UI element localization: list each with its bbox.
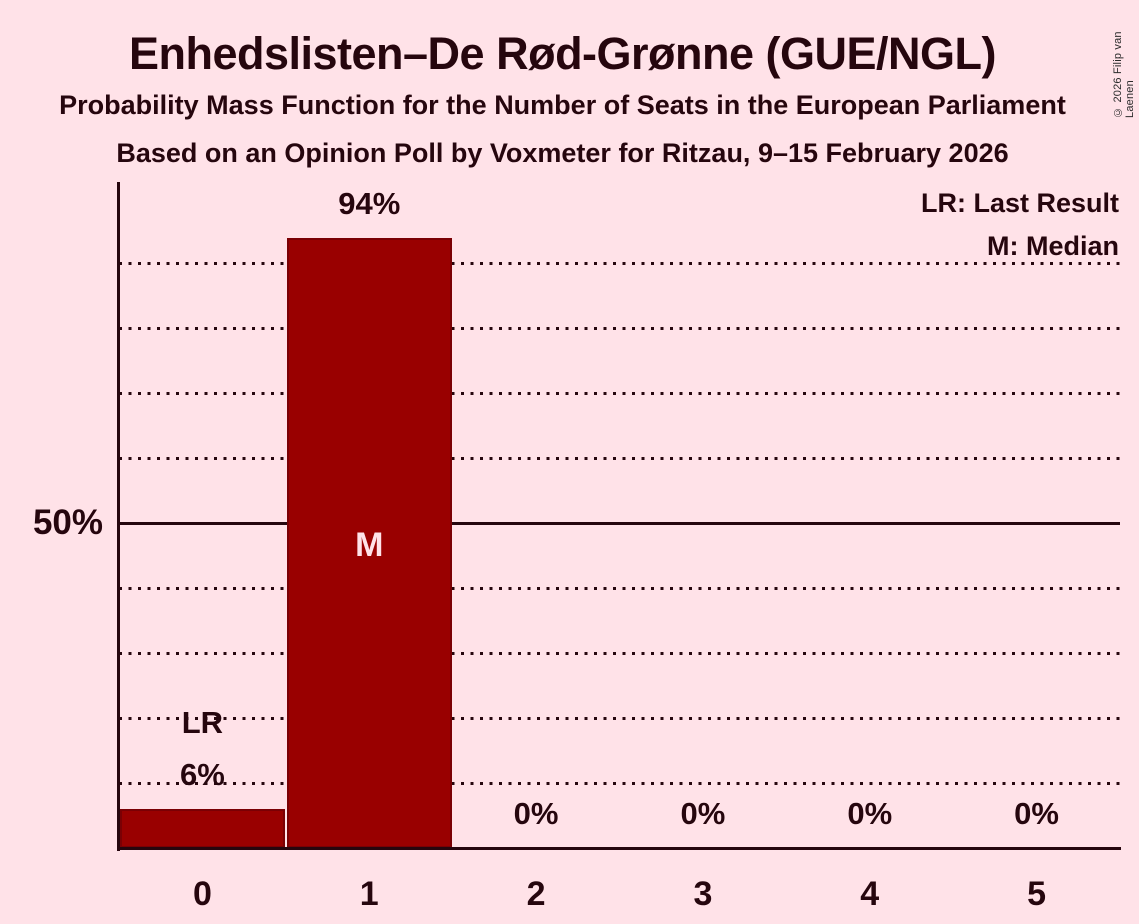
- gridline-10pct: [119, 781, 1120, 785]
- bar-value-label: 94%: [338, 185, 401, 221]
- x-tick-label-0: 0: [192, 875, 212, 913]
- bar-seats-1: [286, 237, 452, 848]
- gridline-30pct: [119, 651, 1120, 655]
- y-axis-50-label: 50%: [32, 503, 103, 542]
- bar-value-label: 0%: [513, 796, 559, 831]
- bar-value-label: 0%: [847, 796, 893, 831]
- gridline-90pct: [119, 262, 1120, 266]
- legend-last-result: LR: Last Result: [920, 188, 1119, 218]
- x-tick-label-5: 5: [1027, 875, 1047, 913]
- last-result-marker: LR: [181, 705, 224, 741]
- chart-subtitle: Probability Mass Function for the Number…: [59, 90, 1066, 120]
- gridline-40pct: [119, 586, 1120, 590]
- gridline-20pct: [119, 716, 1120, 720]
- bar-value-label: 6%: [180, 757, 225, 793]
- median-marker: M: [355, 526, 384, 564]
- x-tick-label-2: 2: [526, 875, 546, 913]
- chart-source-line: Based on an Opinion Poll by Voxmeter for…: [116, 138, 1009, 168]
- bar-value-label: 0%: [680, 796, 726, 831]
- gridline-60pct: [119, 457, 1120, 461]
- x-tick-label-3: 3: [693, 875, 713, 913]
- y-axis-line: [117, 182, 120, 851]
- gridline-80pct: [119, 327, 1120, 331]
- bar-value-label: 0%: [1014, 796, 1059, 831]
- gridline-50pct: [119, 522, 1120, 525]
- legend-median: M: Median: [987, 231, 1119, 261]
- bar-seats-0: [120, 809, 285, 848]
- chart-title: Enhedslisten–De Rød-Grønne (GUE/NGL): [128, 28, 997, 79]
- gridline-70pct: [119, 392, 1120, 396]
- x-tick-label-1: 1: [359, 875, 379, 913]
- x-axis-line: [117, 847, 1121, 850]
- x-tick-label-4: 4: [860, 875, 880, 913]
